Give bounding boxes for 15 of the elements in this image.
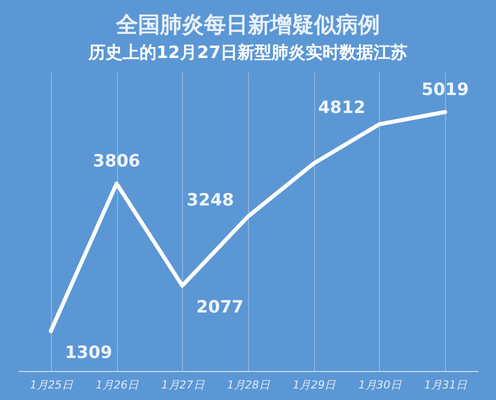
x-tick-label: 1月29日	[292, 378, 337, 392]
x-tick-label: 1月27日	[161, 378, 206, 392]
x-tick-label: 1月31日	[424, 378, 468, 392]
data-label: 4812	[318, 98, 366, 118]
chart-subtitle: 历史上的12月27日新型肺炎实时数据江苏	[87, 43, 408, 63]
x-tick-label: 1月25日	[30, 378, 74, 392]
chart-title: 全国肺炎每日新增疑似病例	[115, 12, 380, 38]
data-label: 3806	[92, 152, 140, 172]
x-tick-label: 1月28日	[227, 378, 271, 392]
x-tick-label: 1月26日	[96, 378, 140, 392]
data-label: 2077	[196, 298, 244, 318]
data-label: 3248	[186, 190, 234, 211]
x-tick-label: 1月30日	[358, 378, 402, 392]
data-label: 1309	[64, 343, 112, 363]
data-label: 5019	[421, 80, 469, 100]
